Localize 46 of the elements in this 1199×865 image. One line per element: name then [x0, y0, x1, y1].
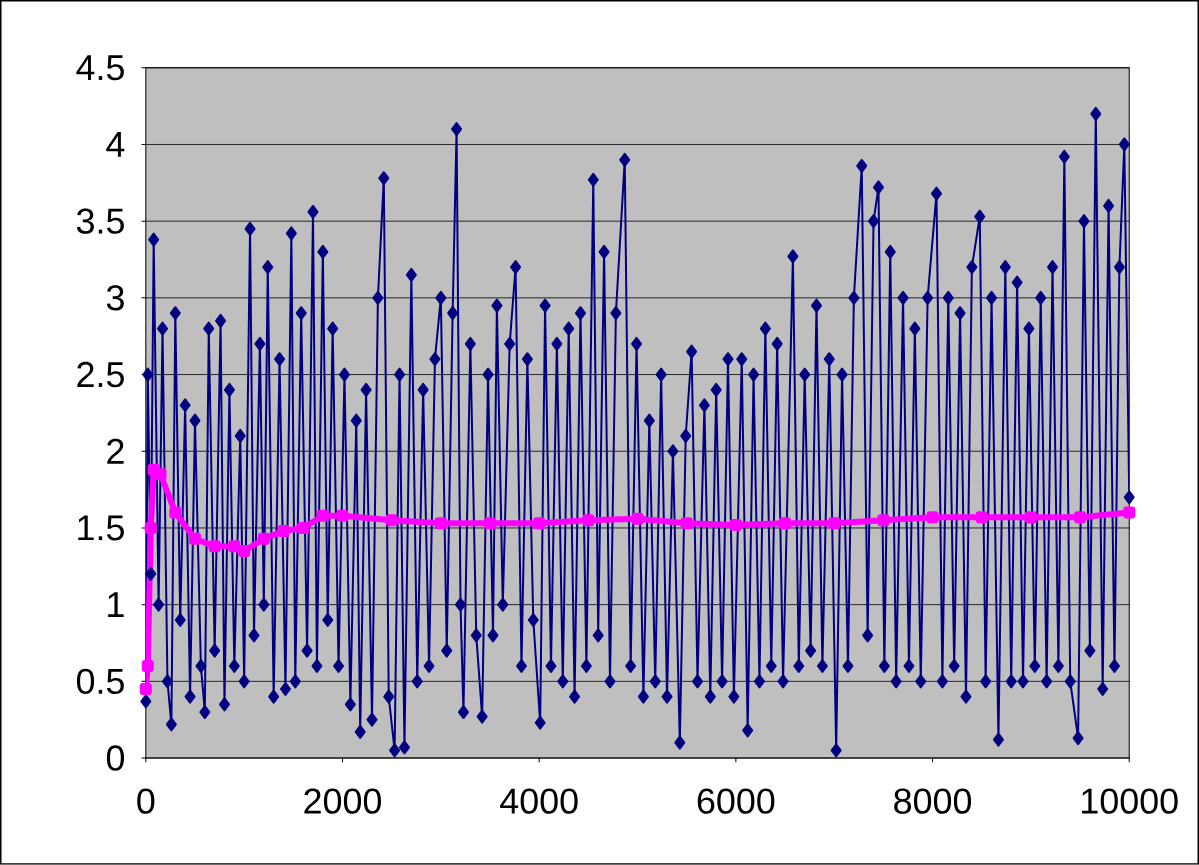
- point: [147, 463, 160, 476]
- point: [277, 525, 290, 538]
- point: [877, 514, 890, 527]
- y-tick-label: 1: [108, 592, 124, 618]
- point: [434, 517, 447, 530]
- point: [1074, 511, 1087, 524]
- point: [169, 506, 182, 519]
- y-tick-label: 0.5: [76, 668, 124, 695]
- point: [297, 522, 310, 535]
- y-tick-label: 4.5: [76, 55, 124, 81]
- x-tick-label: 0: [137, 788, 155, 814]
- point: [1123, 506, 1136, 519]
- point: [238, 545, 251, 558]
- x-tick-label: 8000: [894, 788, 972, 814]
- point: [188, 532, 201, 545]
- point: [141, 660, 154, 673]
- y-tick-label: 3.5: [76, 208, 124, 234]
- y-tick-label: 3: [106, 285, 124, 311]
- point: [729, 518, 742, 531]
- point: [385, 514, 398, 527]
- y-tick-label: 0: [106, 745, 125, 771]
- point: [208, 540, 221, 553]
- point: [484, 517, 497, 530]
- point: [228, 540, 241, 553]
- point: [779, 517, 792, 530]
- point: [139, 683, 152, 696]
- point: [336, 509, 349, 522]
- point: [975, 511, 988, 524]
- x-tick-label: 4000: [500, 788, 578, 814]
- x-tick-label: 2000: [304, 788, 381, 814]
- point: [316, 509, 329, 522]
- x-tick-label: 6000: [697, 788, 775, 814]
- point: [533, 517, 546, 530]
- point: [1024, 511, 1037, 524]
- x-tick-label: 10000: [1082, 788, 1178, 814]
- y-tick-label: 2: [107, 438, 124, 464]
- point: [582, 514, 595, 527]
- point: [828, 517, 841, 530]
- y-tick-label: 2.5: [77, 361, 124, 388]
- point: [926, 511, 939, 524]
- y-tick-label: 4: [106, 132, 125, 157]
- point: [680, 517, 693, 530]
- point: [257, 532, 270, 545]
- point: [631, 512, 644, 525]
- point: [144, 522, 157, 535]
- y-tick-label: 1.5: [78, 515, 124, 541]
